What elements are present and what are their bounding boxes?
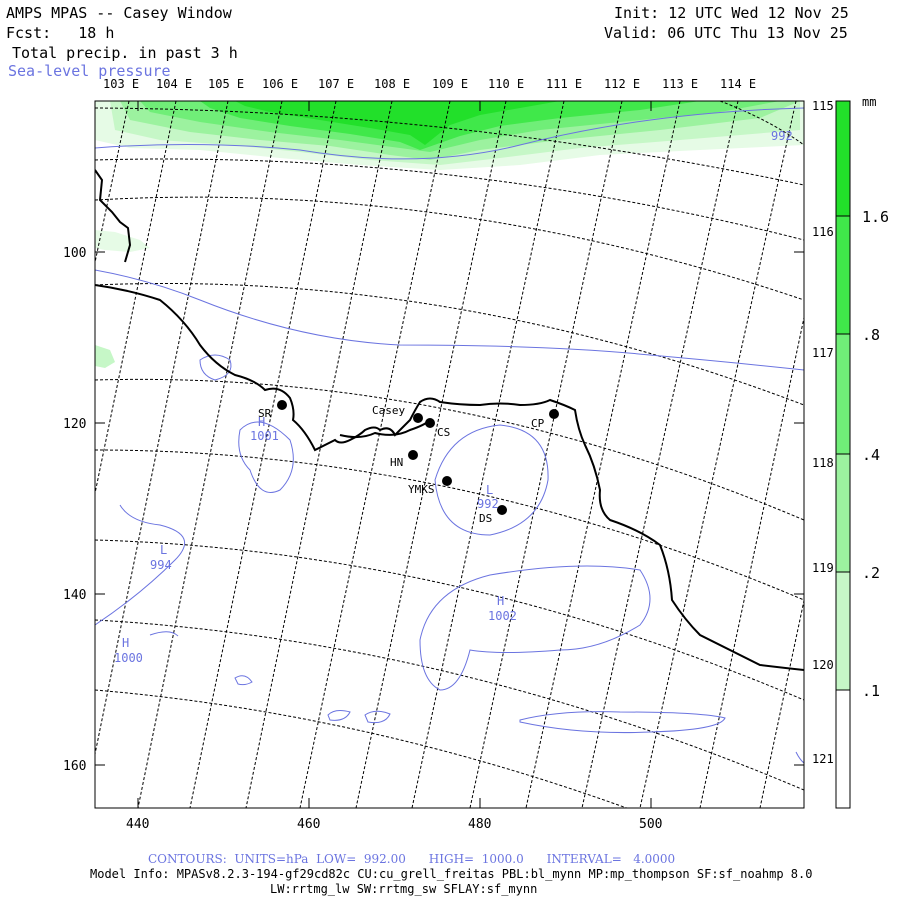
stations: SR Casey CS HN YMKS DS CP: [258, 400, 559, 525]
top-label: 113 E: [662, 77, 698, 91]
station-cs-marker: [425, 418, 435, 428]
top-label: 105 E: [208, 77, 244, 91]
left-tick-label: 140: [63, 588, 86, 603]
field-name: Total precip. in past 3 h: [12, 44, 238, 62]
colorbar-swatch: [836, 334, 850, 454]
colorbar: mm 1.6 .8 .4 .2 .1: [835, 95, 889, 809]
station-label-ds: DS: [479, 512, 492, 525]
colorbar-label: .1: [862, 682, 880, 700]
top-label: 104 E: [156, 77, 192, 91]
colorbar-label: 1.6: [862, 208, 889, 226]
bottom-tick-label: 480: [468, 817, 491, 832]
pressure-value: 992: [477, 497, 499, 511]
left-ticks: [95, 251, 804, 766]
station-cp-marker: [549, 409, 559, 419]
longitude-lines: [95, 101, 804, 808]
model-info-line2: LW:rrtmg_lw SW:rrtmg_sw SFLAY:sf_mynn: [270, 882, 538, 896]
station-label-cs: CS: [437, 426, 450, 439]
top-label: 106 E: [262, 77, 298, 91]
colorbar-label: .8: [862, 326, 880, 344]
station-sr-marker: [277, 400, 287, 410]
colorbar-label: .4: [862, 446, 880, 464]
bottom-tick-label: 500: [639, 817, 662, 832]
pressure-letter: L: [160, 543, 167, 557]
pressure-value: 1002: [488, 609, 517, 623]
station-label-hn: HN: [390, 456, 403, 469]
pressure-letter: H: [258, 415, 265, 429]
left-tick-label: 160: [63, 759, 86, 774]
station-casey-marker: [413, 413, 423, 423]
colorbar-swatch: [836, 690, 850, 808]
station-ds-marker: [497, 505, 507, 515]
station-label-ymks: YMKS: [408, 483, 435, 496]
left-tick-label: 100: [63, 246, 86, 261]
colorbar-swatch: [836, 572, 850, 690]
top-label: 110 E: [488, 77, 524, 91]
init-time: Init: 12 UTC Wed 12 Nov 25: [614, 4, 849, 22]
pressure-value: 994: [150, 558, 172, 572]
contour-info: CONTOURS: UNITS=hPa LOW= 992.00 HIGH= 10…: [148, 852, 676, 866]
bottom-tick-label: 440: [126, 817, 149, 832]
bottom-tick-labels: 440 460 480 500: [126, 817, 662, 832]
station-ymks-marker: [442, 476, 452, 486]
station-label-casey: Casey: [372, 404, 405, 417]
top-label: 109 E: [432, 77, 468, 91]
top-label: 107 E: [318, 77, 354, 91]
pressure-value: 1000: [114, 651, 143, 665]
colorbar-swatch: [836, 454, 850, 572]
station-label-sr: SR: [258, 407, 272, 420]
coastline: [95, 169, 804, 671]
top-label: 103 E: [103, 77, 139, 91]
left-tick-labels: 100 120 140 160: [63, 246, 86, 774]
top-label: 111 E: [546, 77, 582, 91]
pressure-value: 992: [771, 129, 793, 143]
map-area: [95, 101, 804, 808]
map-title: AMPS MPAS -- Casey Window: [6, 4, 232, 22]
station-hn-marker: [408, 450, 418, 460]
pressure-letter: L: [486, 483, 493, 497]
colorbar-swatch: [836, 101, 850, 216]
pressure-value: 1001: [250, 429, 279, 443]
colorbar-swatch: [836, 216, 850, 334]
colorbar-label: .2: [862, 564, 880, 582]
top-label: 112 E: [604, 77, 640, 91]
pressure-contours: [95, 107, 804, 764]
forecast-hour: Fcst: 18 h: [6, 24, 115, 42]
pressure-letter: H: [122, 636, 129, 650]
pressure-labels: H 1001 L 994 H 1000 L 992 H 1002 992: [114, 129, 793, 665]
overlay-name: Sea-level pressure: [8, 62, 171, 80]
left-tick-label: 120: [63, 417, 86, 432]
station-label-cp: CP: [531, 417, 545, 430]
bottom-ticks: [137, 101, 652, 808]
pressure-letter: H: [497, 594, 504, 608]
precipitation-shading: [95, 101, 804, 368]
top-label: 108 E: [374, 77, 410, 91]
map-border: [94, 100, 805, 809]
top-label: 114 E: [720, 77, 756, 91]
latitude-lines: [95, 101, 804, 808]
model-info: Model Info: MPASv8.2.3-194-gf29cd82c CU:…: [90, 867, 813, 881]
top-longitude-labels: 103 E 104 E 105 E 106 E 107 E 108 E 109 …: [103, 77, 756, 91]
valid-time: Valid: 06 UTC Thu 13 Nov 25: [604, 24, 848, 42]
bottom-tick-label: 460: [297, 817, 320, 832]
colorbar-unit: mm: [862, 95, 876, 109]
